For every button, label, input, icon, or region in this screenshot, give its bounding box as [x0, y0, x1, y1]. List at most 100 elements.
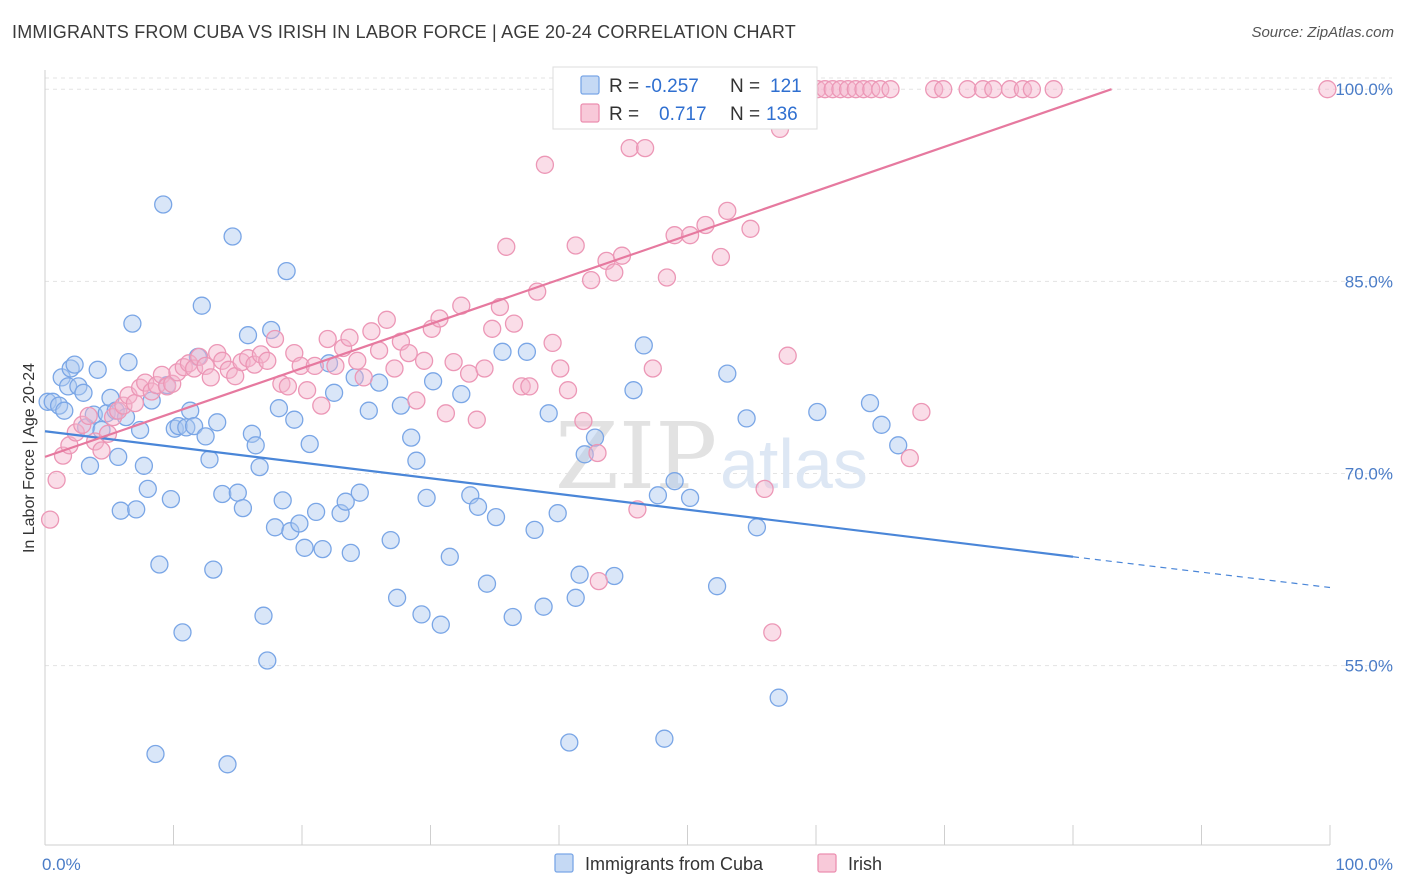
cuba-point-93 [503, 607, 522, 627]
cuba-point-98 [548, 504, 567, 523]
x-tick-labels: 0.0% 100.0% [42, 855, 1393, 874]
irish-point-50 [348, 351, 367, 370]
irish-point-128 [984, 80, 1003, 99]
irish-point-66 [467, 410, 486, 429]
irish-point-70 [497, 237, 516, 256]
irish-point-38 [265, 329, 285, 349]
irish-point-92 [657, 268, 677, 287]
watermark-zip: ZIP [555, 403, 717, 510]
cuba-point-67 [313, 539, 332, 559]
irish-point-62 [436, 404, 456, 423]
irish-point-117 [846, 80, 865, 99]
irish-point-123 [912, 402, 931, 422]
legend-r-label-cuba: R = [609, 76, 639, 97]
irish-point-58 [407, 391, 426, 410]
cuba-point-118 [872, 415, 891, 434]
cuba-point-0 [38, 392, 57, 411]
cuba-point-78 [387, 588, 407, 607]
cuba-point-86 [440, 547, 459, 566]
cuba-trend-extension [1072, 556, 1331, 589]
irish-point-116 [838, 80, 858, 99]
x-tick-label-0: 0.0% [42, 855, 81, 874]
series-legend-label-irish: Irish [848, 854, 882, 874]
cuba-point-48 [228, 483, 247, 502]
y-tick-label-0: 55.0% [1345, 657, 1393, 676]
cuba-point-71 [336, 492, 355, 511]
cuba-point-110 [680, 488, 700, 508]
irish-point-55 [385, 359, 404, 378]
irish-point-82 [588, 443, 607, 463]
cuba-point-74 [350, 483, 369, 502]
cuba-point-51 [242, 424, 262, 443]
cuba-point-64 [295, 538, 314, 557]
cuba-point-42 [200, 450, 219, 469]
cuba-point-57 [265, 518, 285, 537]
series-legend-swatch-irish [817, 853, 837, 873]
cuba-point-49 [233, 498, 253, 518]
cuba-point-50 [238, 326, 258, 345]
cuba-point-90 [477, 574, 497, 593]
cuba-point-46 [218, 755, 237, 774]
cuba-point-4 [55, 401, 74, 420]
cuba-point-94 [517, 342, 537, 361]
irish-point-37 [258, 351, 277, 370]
irish-point-126 [958, 80, 977, 99]
cuba-point-59 [273, 491, 292, 510]
irish-point-1 [47, 470, 66, 490]
cuba-point-70 [331, 504, 350, 523]
cuba-point-65 [300, 434, 319, 454]
cuba-point-69 [324, 383, 344, 402]
y-tick-label-3: 100.0% [1335, 80, 1393, 99]
cuba-point-34 [169, 416, 188, 436]
cuba-point-106 [634, 336, 653, 355]
source-credit: Source: ZipAtlas.com [1251, 24, 1394, 41]
cuba-point-55 [258, 651, 277, 670]
irish-point-127 [973, 80, 993, 99]
irish-point-132 [1044, 80, 1063, 99]
y-tick-labels: 55.0% 70.0% 85.0% 100.0% [1335, 80, 1393, 675]
irish-point-89 [635, 138, 655, 158]
cuba-point-5 [58, 377, 78, 396]
watermark: ZIP atlas [555, 403, 868, 510]
cuba-point-85 [431, 615, 450, 634]
irish-point-97 [696, 215, 715, 235]
cuba-point-91 [486, 507, 506, 527]
irish-point-27 [196, 356, 215, 376]
irish-point-68 [483, 319, 502, 338]
cuba-point-21 [119, 352, 138, 372]
irish-point-40 [278, 377, 298, 396]
cuba-point-53 [250, 457, 269, 477]
cuba-point-9 [74, 383, 93, 402]
irish-point-72 [512, 377, 531, 396]
irish-point-79 [566, 236, 585, 255]
irish-point-105 [755, 479, 774, 499]
cuba-point-26 [138, 479, 157, 499]
irish-point-11 [109, 401, 128, 420]
cuba-point-75 [359, 401, 378, 420]
irish-point-45 [312, 396, 331, 415]
cuba-point-77 [381, 530, 400, 550]
irish-point-67 [475, 359, 494, 378]
irish-point-30 [213, 351, 232, 370]
cuba-point-44 [208, 413, 227, 432]
y-tick-label-2: 85.0% [1345, 272, 1393, 291]
irish-point-43 [297, 381, 317, 400]
irish-point-59 [414, 351, 434, 370]
irish-point-114 [823, 80, 842, 99]
irish-point-14 [125, 393, 145, 413]
irish-point-133 [1318, 80, 1337, 99]
cuba-point-32 [161, 489, 181, 509]
irish-point-85 [605, 263, 624, 282]
irish-point-65 [459, 364, 479, 383]
cuba-point-114 [747, 518, 767, 537]
irish-point-57 [399, 343, 418, 363]
irish-point-71 [504, 314, 524, 333]
cuba-point-62 [285, 410, 304, 429]
irish-point-54 [377, 310, 396, 329]
cuba-point-112 [718, 364, 737, 383]
cuba-point-83 [417, 488, 436, 508]
cuba-point-41 [196, 427, 215, 446]
irish-point-106 [763, 623, 782, 642]
cuba-point-104 [605, 566, 624, 586]
cuba-trend-line [44, 430, 1074, 558]
